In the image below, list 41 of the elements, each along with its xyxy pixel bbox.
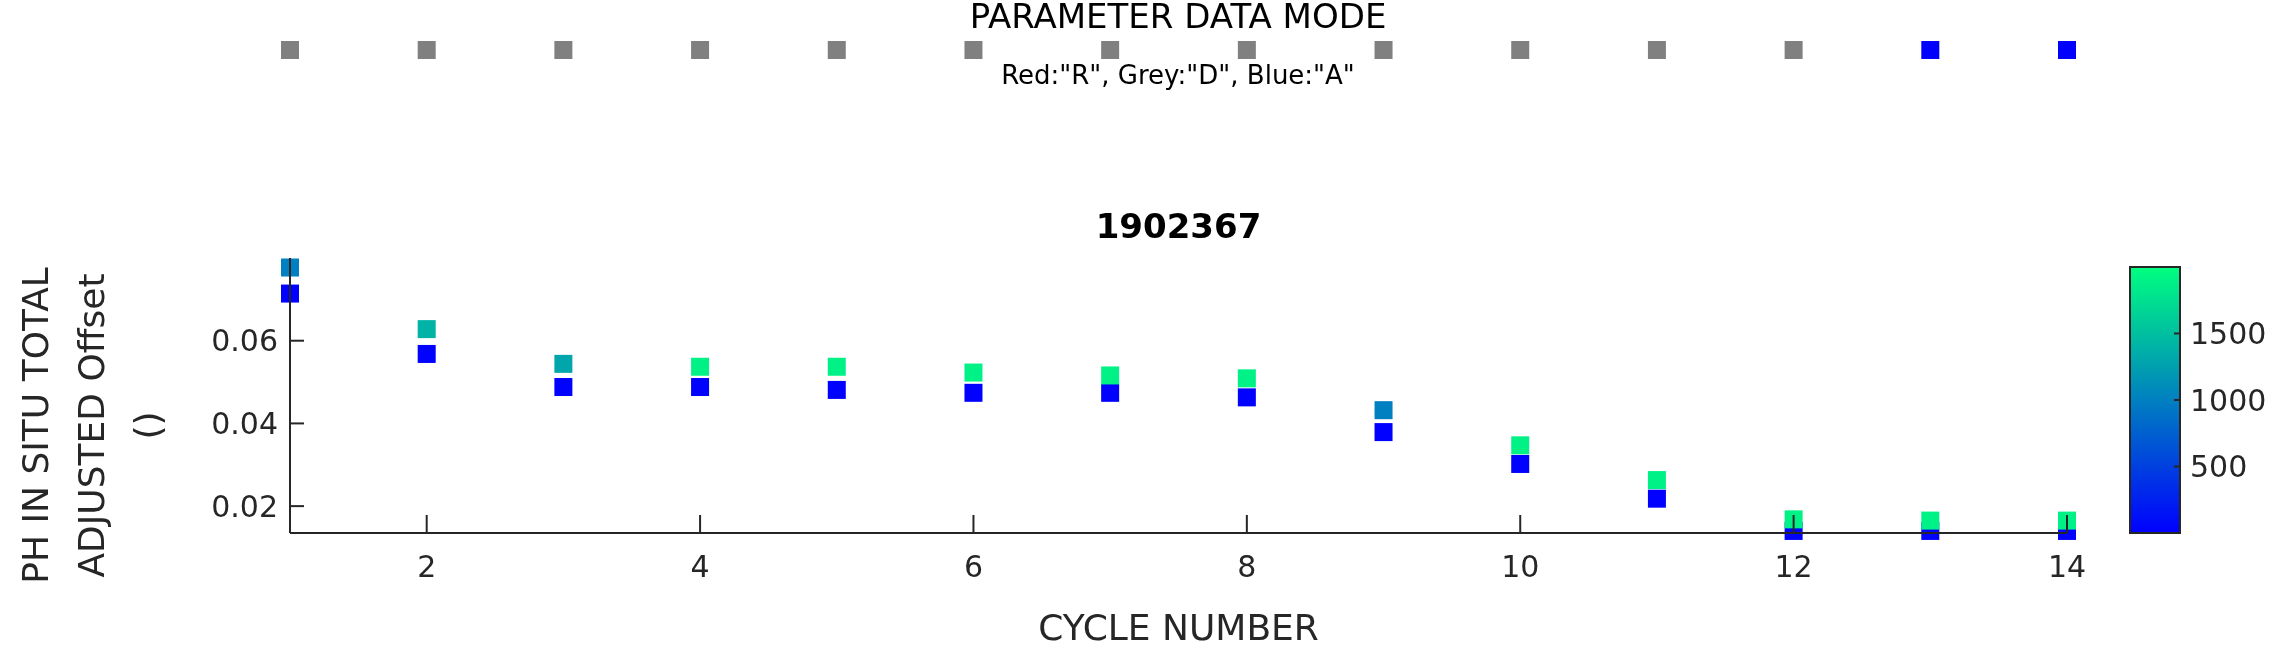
point xyxy=(1647,489,1666,508)
point xyxy=(1237,388,1256,407)
point xyxy=(2058,511,2076,530)
point xyxy=(1237,369,1256,388)
x-axis-title: CYCLE NUMBER xyxy=(1038,607,1319,648)
x-tick-label: 2 xyxy=(417,549,437,584)
y-axis-title: PH IN SITU TOTAL ADJUSTED Offset () xyxy=(15,267,168,584)
point xyxy=(417,320,436,339)
point xyxy=(417,344,436,363)
text: Red:"R", Grey:"D", Blue:"A" xyxy=(1001,60,1355,90)
color-bar-label: 1500 xyxy=(2190,316,2267,351)
y-tick-label: 0.06 xyxy=(211,323,278,359)
point xyxy=(554,378,573,397)
point xyxy=(1374,401,1393,420)
y-tick-label: 0.02 xyxy=(211,488,278,524)
point xyxy=(691,357,710,376)
x-tick-label: 14 xyxy=(2047,549,2087,584)
point xyxy=(964,383,983,402)
x-tick-label: 10 xyxy=(1501,549,1540,584)
point xyxy=(827,357,846,376)
point xyxy=(554,354,573,373)
x-tick-label: 4 xyxy=(690,549,710,584)
y-tick-label: 0.04 xyxy=(211,405,278,441)
point xyxy=(1101,366,1120,385)
point xyxy=(1647,471,1666,490)
point xyxy=(1101,383,1120,402)
text: PARAMETER DATA MODE xyxy=(969,0,1387,36)
point xyxy=(1921,511,1940,530)
x-tick-label: 8 xyxy=(1237,549,1257,584)
point xyxy=(1511,436,1530,455)
point xyxy=(1374,423,1393,442)
x-tick-label: 12 xyxy=(1774,549,1813,584)
point xyxy=(827,380,846,399)
x-tick-label: 6 xyxy=(963,549,984,584)
chart-title: 1902367 xyxy=(1095,206,1262,246)
color-bar-label: 500 xyxy=(2190,449,2248,484)
point xyxy=(691,378,710,397)
point xyxy=(1511,454,1530,473)
point xyxy=(964,363,983,382)
point xyxy=(1784,510,1803,529)
color-bar-label: 1000 xyxy=(2190,382,2267,418)
